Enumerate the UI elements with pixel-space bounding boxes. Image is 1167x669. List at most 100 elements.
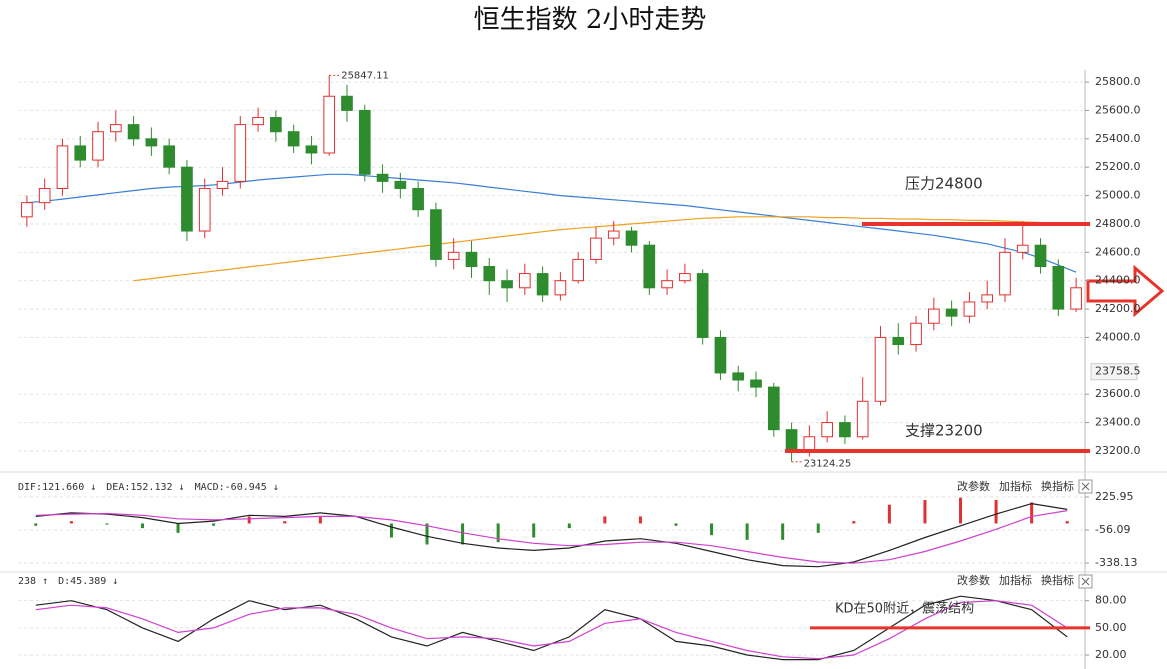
candle-body xyxy=(874,336,887,402)
level-label: 压力24800 xyxy=(905,174,983,192)
macd-bar xyxy=(816,523,820,533)
candle-body xyxy=(216,180,229,189)
candle-body xyxy=(181,166,193,232)
macd-bar xyxy=(461,523,465,545)
indicator-button[interactable]: 加指标 xyxy=(999,573,1032,587)
macd-bar xyxy=(745,523,749,540)
candle-body xyxy=(714,336,727,374)
macd-bar xyxy=(638,516,642,524)
candle-body xyxy=(928,308,940,324)
candle-body xyxy=(465,251,478,268)
candle-body xyxy=(999,251,1011,296)
y-tick-label: 50.00 xyxy=(1095,621,1127,634)
macd-bar xyxy=(674,523,678,526)
candle-body xyxy=(590,237,602,260)
indicator-button[interactable]: 换指标 xyxy=(1041,573,1074,587)
candle-body xyxy=(696,273,709,338)
macd-bar xyxy=(781,523,785,540)
arrow-icon xyxy=(1086,264,1165,318)
candle-body xyxy=(856,400,869,438)
macd-bar xyxy=(212,523,216,526)
y-tick-label: 24600.0 xyxy=(1095,245,1141,258)
indicator-button[interactable]: 改参数 xyxy=(957,479,990,493)
legend-entry: MACD:-60.945 ↓ xyxy=(195,482,279,493)
candle-body xyxy=(1052,266,1065,310)
candle-body xyxy=(910,322,922,346)
chart-title: 恒生指数 2小时走势 xyxy=(474,5,707,35)
y-tick-label: 25200.0 xyxy=(1095,160,1141,173)
macd-bar xyxy=(105,523,109,525)
candle-body xyxy=(412,187,424,211)
close-button[interactable] xyxy=(1078,574,1093,589)
macd-bar xyxy=(710,523,714,536)
y-tick-label: 24200.0 xyxy=(1095,302,1141,315)
candle-body xyxy=(270,117,282,133)
macd-bar xyxy=(994,500,998,524)
legend-entry: 238 ↑ xyxy=(18,576,48,587)
macd-bar xyxy=(532,523,536,538)
macd-bar xyxy=(283,521,287,524)
candle-body xyxy=(483,266,496,282)
candle-body xyxy=(821,422,833,438)
level-label: 支撑23200 xyxy=(905,421,983,439)
candle-body xyxy=(305,145,318,154)
candle-body xyxy=(839,422,851,438)
candle-body xyxy=(1016,244,1029,253)
candle-body xyxy=(1070,287,1082,310)
series-line xyxy=(35,510,1068,564)
candle-body xyxy=(981,294,994,303)
macd-bar xyxy=(1065,521,1069,524)
indicator-button[interactable]: 改参数 xyxy=(957,573,990,587)
indicator-button[interactable]: 换指标 xyxy=(1041,479,1074,493)
y-tick-label: 23400.0 xyxy=(1095,416,1141,429)
candle-body xyxy=(376,173,389,182)
y-tick-label: 20.00 xyxy=(1095,648,1127,661)
candle-body xyxy=(501,280,513,289)
candle-body xyxy=(358,109,371,175)
candle-body xyxy=(1034,244,1047,268)
candle-body xyxy=(661,280,673,289)
macd-bar xyxy=(389,523,393,538)
legend-entry: DIF:121.660 ↓ xyxy=(18,482,96,493)
candle-body xyxy=(92,131,104,161)
macd-bar xyxy=(603,516,607,524)
y-tick-label: 24000.0 xyxy=(1095,330,1141,343)
macd-bar xyxy=(69,521,73,524)
series-line xyxy=(26,173,1077,273)
y-tick-label: 25000.0 xyxy=(1095,189,1141,202)
candle-body xyxy=(127,124,140,140)
macd-bar xyxy=(34,523,38,526)
y-tick-label: 24800.0 xyxy=(1095,217,1141,230)
macd-bar xyxy=(887,504,891,524)
price-marker-box xyxy=(1090,363,1138,381)
series-line xyxy=(133,216,1077,282)
y-tick-label: 24400.0 xyxy=(1095,274,1141,287)
macd-bar xyxy=(247,516,251,524)
candle-body xyxy=(625,230,638,246)
macd-bar xyxy=(496,523,500,543)
series-line xyxy=(35,502,1068,568)
y-tick-label: 25600.0 xyxy=(1095,103,1141,116)
y-tick-label: 25800.0 xyxy=(1095,75,1141,88)
candle-body xyxy=(394,180,407,189)
candle-body xyxy=(892,336,905,346)
candle-body xyxy=(21,202,33,218)
candle-body xyxy=(785,429,798,452)
y-tick-label: 225.95 xyxy=(1095,490,1134,503)
candle-body xyxy=(554,280,567,296)
y-tick-label: -338.13 xyxy=(1095,556,1137,569)
candle-body xyxy=(572,258,585,282)
macd-bar xyxy=(959,497,963,524)
candle-body xyxy=(750,379,762,388)
candle-body xyxy=(679,273,691,282)
candle-body xyxy=(803,436,816,452)
candle-body xyxy=(643,244,656,289)
close-button[interactable] xyxy=(1078,479,1093,494)
macd-bar xyxy=(1030,502,1034,524)
candle-body xyxy=(963,301,976,317)
y-tick-label: 80.00 xyxy=(1095,594,1127,607)
macd-bar xyxy=(140,523,144,529)
candle-body xyxy=(287,131,300,147)
series-line xyxy=(35,600,1068,660)
indicator-button[interactable]: 加指标 xyxy=(999,479,1032,493)
